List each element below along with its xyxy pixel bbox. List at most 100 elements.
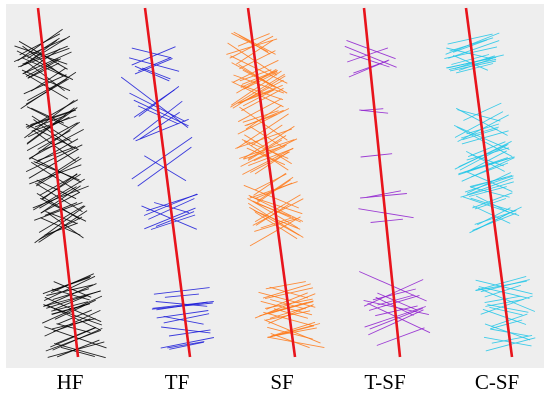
- fracture-line: [35, 138, 79, 164]
- fracture-line: [268, 300, 314, 313]
- fracture-column-tf: [120, 7, 214, 358]
- fracture-line: [46, 290, 101, 309]
- fracture-line: [34, 205, 86, 244]
- fracture-line: [255, 202, 292, 217]
- fracture-line: [254, 293, 316, 319]
- fracture-line: [20, 35, 71, 68]
- fracture-line: [22, 51, 72, 75]
- fracture-line: [241, 87, 284, 112]
- fracture-line: [50, 273, 94, 294]
- fracture-line: [240, 84, 284, 101]
- fracture-line: [249, 195, 303, 215]
- fracture-line: [344, 45, 397, 68]
- fracture-line: [23, 48, 61, 74]
- fracture-line: [155, 301, 208, 307]
- fracture-line: [377, 294, 415, 306]
- fracture-line: [265, 287, 314, 300]
- fracture-line: [134, 65, 170, 82]
- fracture-line: [131, 136, 193, 180]
- fracture-line: [48, 213, 84, 239]
- fracture-line: [253, 145, 286, 162]
- fracture-line: [142, 67, 171, 80]
- label-hf: HF: [56, 370, 84, 394]
- fracture-line: [133, 89, 175, 118]
- fracture-line: [448, 40, 500, 59]
- fracture-line: [242, 110, 279, 123]
- fracture-line: [268, 323, 321, 338]
- fracture-line: [133, 100, 183, 140]
- label-sf: SF: [270, 370, 294, 394]
- fracture-line: [131, 46, 176, 66]
- fracture-line: [461, 130, 509, 145]
- fracture-line: [466, 147, 510, 161]
- fracture-line: [254, 218, 297, 232]
- fracture-line: [458, 143, 509, 168]
- fracture-line: [19, 33, 61, 56]
- fracture-line: [491, 334, 533, 344]
- fracture-line: [361, 108, 384, 111]
- fracture-line: [27, 62, 60, 79]
- fracture-line: [237, 98, 282, 123]
- wellbore-line: [143, 7, 192, 358]
- fracture-line: [463, 102, 502, 121]
- fracture-line: [256, 176, 294, 202]
- fracture-line: [244, 113, 277, 127]
- fracture-line: [163, 315, 204, 325]
- fracture-line: [233, 31, 276, 55]
- fracture-line: [460, 126, 499, 139]
- fracture-line: [475, 209, 516, 231]
- fracture-line: [28, 148, 79, 179]
- fracture-cluster: [226, 31, 288, 112]
- fracture-line: [40, 217, 81, 236]
- fracture-line: [243, 71, 278, 90]
- fracture-column-t-sf: [344, 7, 431, 358]
- fracture-line: [30, 67, 66, 92]
- fracture-line: [474, 198, 507, 210]
- fracture-line: [226, 38, 278, 55]
- fracture-line: [36, 179, 77, 200]
- fracture-line: [267, 336, 325, 349]
- fracture-line: [346, 39, 396, 60]
- fracture-column-hf: [13, 7, 107, 359]
- fracture-line: [167, 341, 205, 349]
- fracture-line: [31, 107, 64, 124]
- fracture-line: [263, 311, 314, 327]
- fracture-line: [26, 106, 69, 128]
- fracture-line: [453, 124, 510, 151]
- fracture-line: [249, 216, 301, 247]
- fracture-line: [484, 295, 521, 304]
- fracture-line: [146, 193, 198, 212]
- fracture-line: [230, 70, 282, 106]
- fracture-line: [237, 33, 270, 47]
- fracture-line: [163, 313, 210, 324]
- fracture-line: [483, 336, 532, 347]
- fracture-line: [468, 186, 507, 197]
- fracture-line: [253, 172, 287, 196]
- fracture-line: [446, 47, 493, 60]
- fracture-line: [360, 153, 393, 158]
- fracture-line: [155, 211, 195, 227]
- fracture-line: [241, 139, 289, 159]
- wellbore-line: [36, 7, 80, 358]
- fracture-line: [169, 341, 204, 350]
- fracture-line: [459, 144, 508, 171]
- fracture-line: [462, 128, 498, 141]
- fracture-line: [480, 279, 530, 293]
- fracture-line: [236, 68, 277, 94]
- fracture-line: [37, 156, 80, 184]
- wellbore-line: [464, 7, 514, 358]
- fracture-line: [14, 45, 68, 65]
- fracture-line: [238, 34, 271, 55]
- fracture-line: [35, 158, 82, 187]
- fracture-column-sf: [226, 7, 325, 358]
- fracture-line: [235, 128, 292, 149]
- figure-panel: [6, 4, 544, 368]
- fracture-line: [480, 295, 533, 315]
- fracture-line: [487, 304, 529, 313]
- fracture-line: [265, 310, 311, 321]
- fracture-line: [246, 147, 286, 166]
- fracture-line: [240, 138, 298, 167]
- fracture-line: [238, 64, 273, 86]
- fracture-line: [34, 201, 83, 221]
